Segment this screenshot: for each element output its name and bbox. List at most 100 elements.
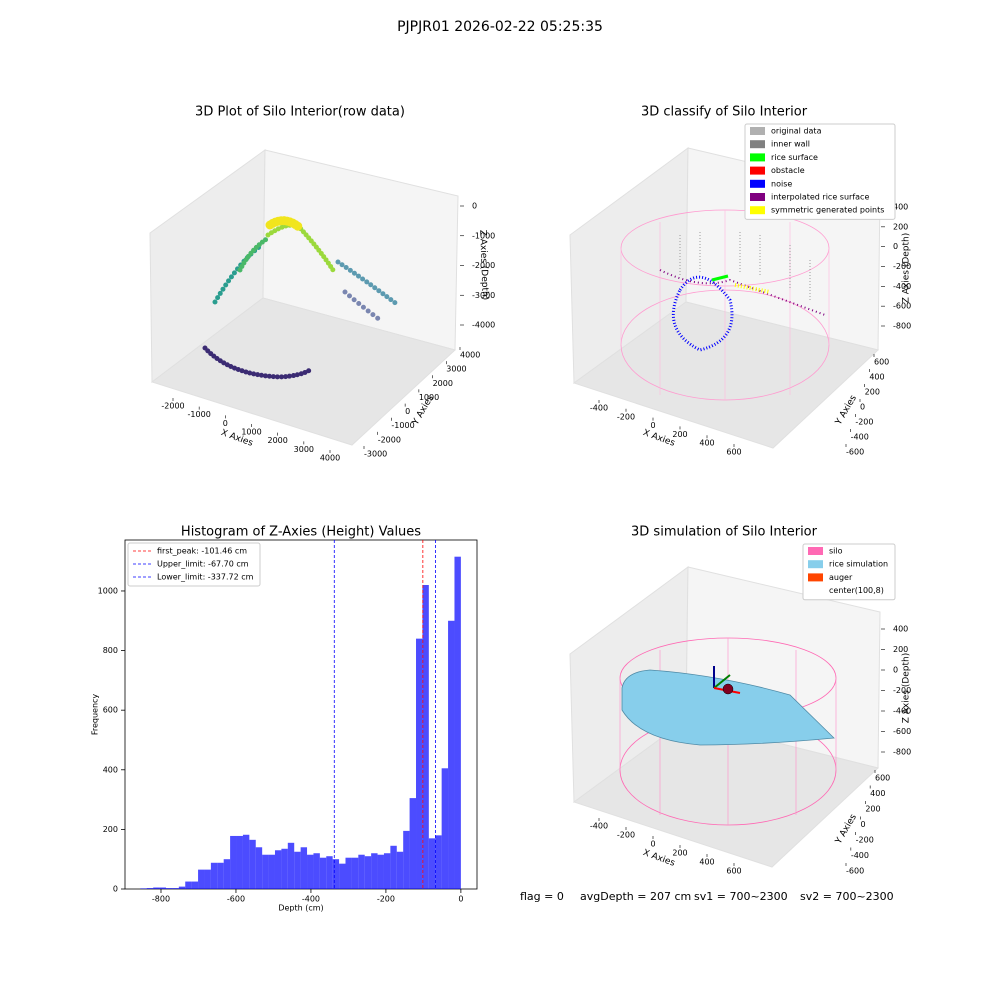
y-tick-label: 2000 xyxy=(433,379,453,388)
legend-label: Upper_limit: -67.70 cm xyxy=(157,560,249,569)
x-tick-label: -600 xyxy=(227,895,245,904)
x-tick-label: -200 xyxy=(377,895,395,904)
x-tick-label: 400 xyxy=(699,858,714,867)
x-axis-label: Depth (cm) xyxy=(278,904,323,913)
simulation-decor xyxy=(619,637,837,826)
bar xyxy=(441,768,449,889)
status-text: flag = 0 xyxy=(520,890,564,903)
legend-label: original data xyxy=(771,127,822,136)
x-tick-label: 0 xyxy=(650,840,655,849)
z-tick-label: -2000 xyxy=(472,261,495,270)
z-tick-label: 200 xyxy=(893,222,908,231)
bar xyxy=(313,853,320,889)
bar xyxy=(198,869,205,889)
legend-label: symmetric generated points xyxy=(771,206,884,215)
legend-box xyxy=(802,543,896,601)
y-tick-label: 200 xyxy=(865,388,880,397)
bar xyxy=(332,859,340,889)
y-tick-label: -600 xyxy=(846,867,864,876)
z-tick-label: 0 xyxy=(893,242,898,251)
bar xyxy=(416,638,423,889)
bar xyxy=(287,842,295,889)
y-tick-label: 200 xyxy=(103,825,118,834)
z-tick-label: -3000 xyxy=(472,291,495,300)
bar xyxy=(448,620,455,889)
legend-box xyxy=(744,123,896,220)
z-tick-label: -400 xyxy=(893,282,911,291)
x-tick-label: -2000 xyxy=(161,402,184,411)
status-text: avgDepth = 207 cm xyxy=(580,890,691,903)
bar xyxy=(326,856,333,889)
y-tick-label: 0 xyxy=(861,820,866,829)
bar xyxy=(140,888,147,889)
z-tick-label: -1000 xyxy=(472,231,495,240)
x-tick-label: 4000 xyxy=(320,454,340,463)
legend-label: obstacle xyxy=(771,166,805,175)
x-tick-label: 3000 xyxy=(294,445,314,454)
status-text: sv2 = 700~2300 xyxy=(800,890,894,903)
x-tick-label: 0 xyxy=(458,895,463,904)
x-tick-label: 1000 xyxy=(241,428,261,437)
x-tick-label: -1000 xyxy=(188,410,211,419)
bar xyxy=(435,835,442,889)
classify-decor xyxy=(620,209,830,401)
bar xyxy=(358,854,365,889)
x-tick-label: 600 xyxy=(726,867,741,876)
bar xyxy=(172,888,179,889)
y-tick-label: -400 xyxy=(851,851,869,860)
bar xyxy=(428,838,436,889)
y-tick-label: 1000 xyxy=(98,586,118,595)
x-tick-label: 400 xyxy=(699,439,714,448)
x-tick-label: -400 xyxy=(590,822,608,831)
y-tick-label: -600 xyxy=(846,448,864,457)
z-axis-label: Z Axies (Depth) xyxy=(902,653,912,724)
legend-label: center(100,8) xyxy=(829,586,884,595)
chart-title: 3D Plot of Silo Interior(row data) xyxy=(195,105,405,120)
y-tick-label: 600 xyxy=(103,706,118,715)
bar xyxy=(236,835,243,889)
y-tick-label: 3000 xyxy=(446,365,466,374)
bar xyxy=(204,869,211,889)
y-tick-label: 400 xyxy=(103,765,118,774)
bar xyxy=(454,556,461,889)
legend-box xyxy=(127,542,261,587)
bar xyxy=(191,881,199,889)
legend-swatch xyxy=(808,547,823,555)
bar xyxy=(210,862,218,889)
y-tick-label: 400 xyxy=(869,373,884,382)
z-tick-label: 0 xyxy=(893,666,898,675)
bar xyxy=(159,887,167,889)
x-tick-label: -200 xyxy=(617,412,635,421)
legend-label: Lower_limit: -337.72 cm xyxy=(157,573,254,582)
bar xyxy=(153,887,160,889)
legend-label: inner wall xyxy=(771,140,810,149)
chart-title: 3D classify of Silo Interior xyxy=(641,105,808,120)
bar xyxy=(146,888,154,889)
bar xyxy=(319,857,327,889)
x-tick-label: 600 xyxy=(726,448,741,457)
legend-swatch xyxy=(808,586,823,595)
x-tick-label: -400 xyxy=(302,895,320,904)
bar xyxy=(230,835,237,889)
panes xyxy=(149,147,881,868)
bar xyxy=(339,863,346,889)
legend-swatch xyxy=(750,193,765,201)
z-axis-label: Z Axies (Depth) xyxy=(477,230,489,301)
legend-label: auger xyxy=(829,573,853,582)
legend-label: silo xyxy=(829,547,843,556)
x-tick-label: 0 xyxy=(650,421,655,430)
bar xyxy=(422,585,429,889)
y-tick-label: 800 xyxy=(103,646,118,655)
bar xyxy=(294,851,301,889)
y-tick-label: 400 xyxy=(870,789,885,798)
z-tick-label: -800 xyxy=(893,748,911,757)
bar xyxy=(403,830,410,889)
chart-title: 3D simulation of Silo Interior xyxy=(631,525,818,540)
bar xyxy=(166,888,173,889)
bar xyxy=(185,881,192,889)
legend-swatch xyxy=(750,127,765,135)
status-text: sv1 = 700~2300 xyxy=(694,890,788,903)
suptitle: PJPJR01 2026-02-22 05:25:35 xyxy=(397,19,603,35)
legend-swatch xyxy=(808,560,823,569)
x-tick-label: -200 xyxy=(617,831,635,840)
